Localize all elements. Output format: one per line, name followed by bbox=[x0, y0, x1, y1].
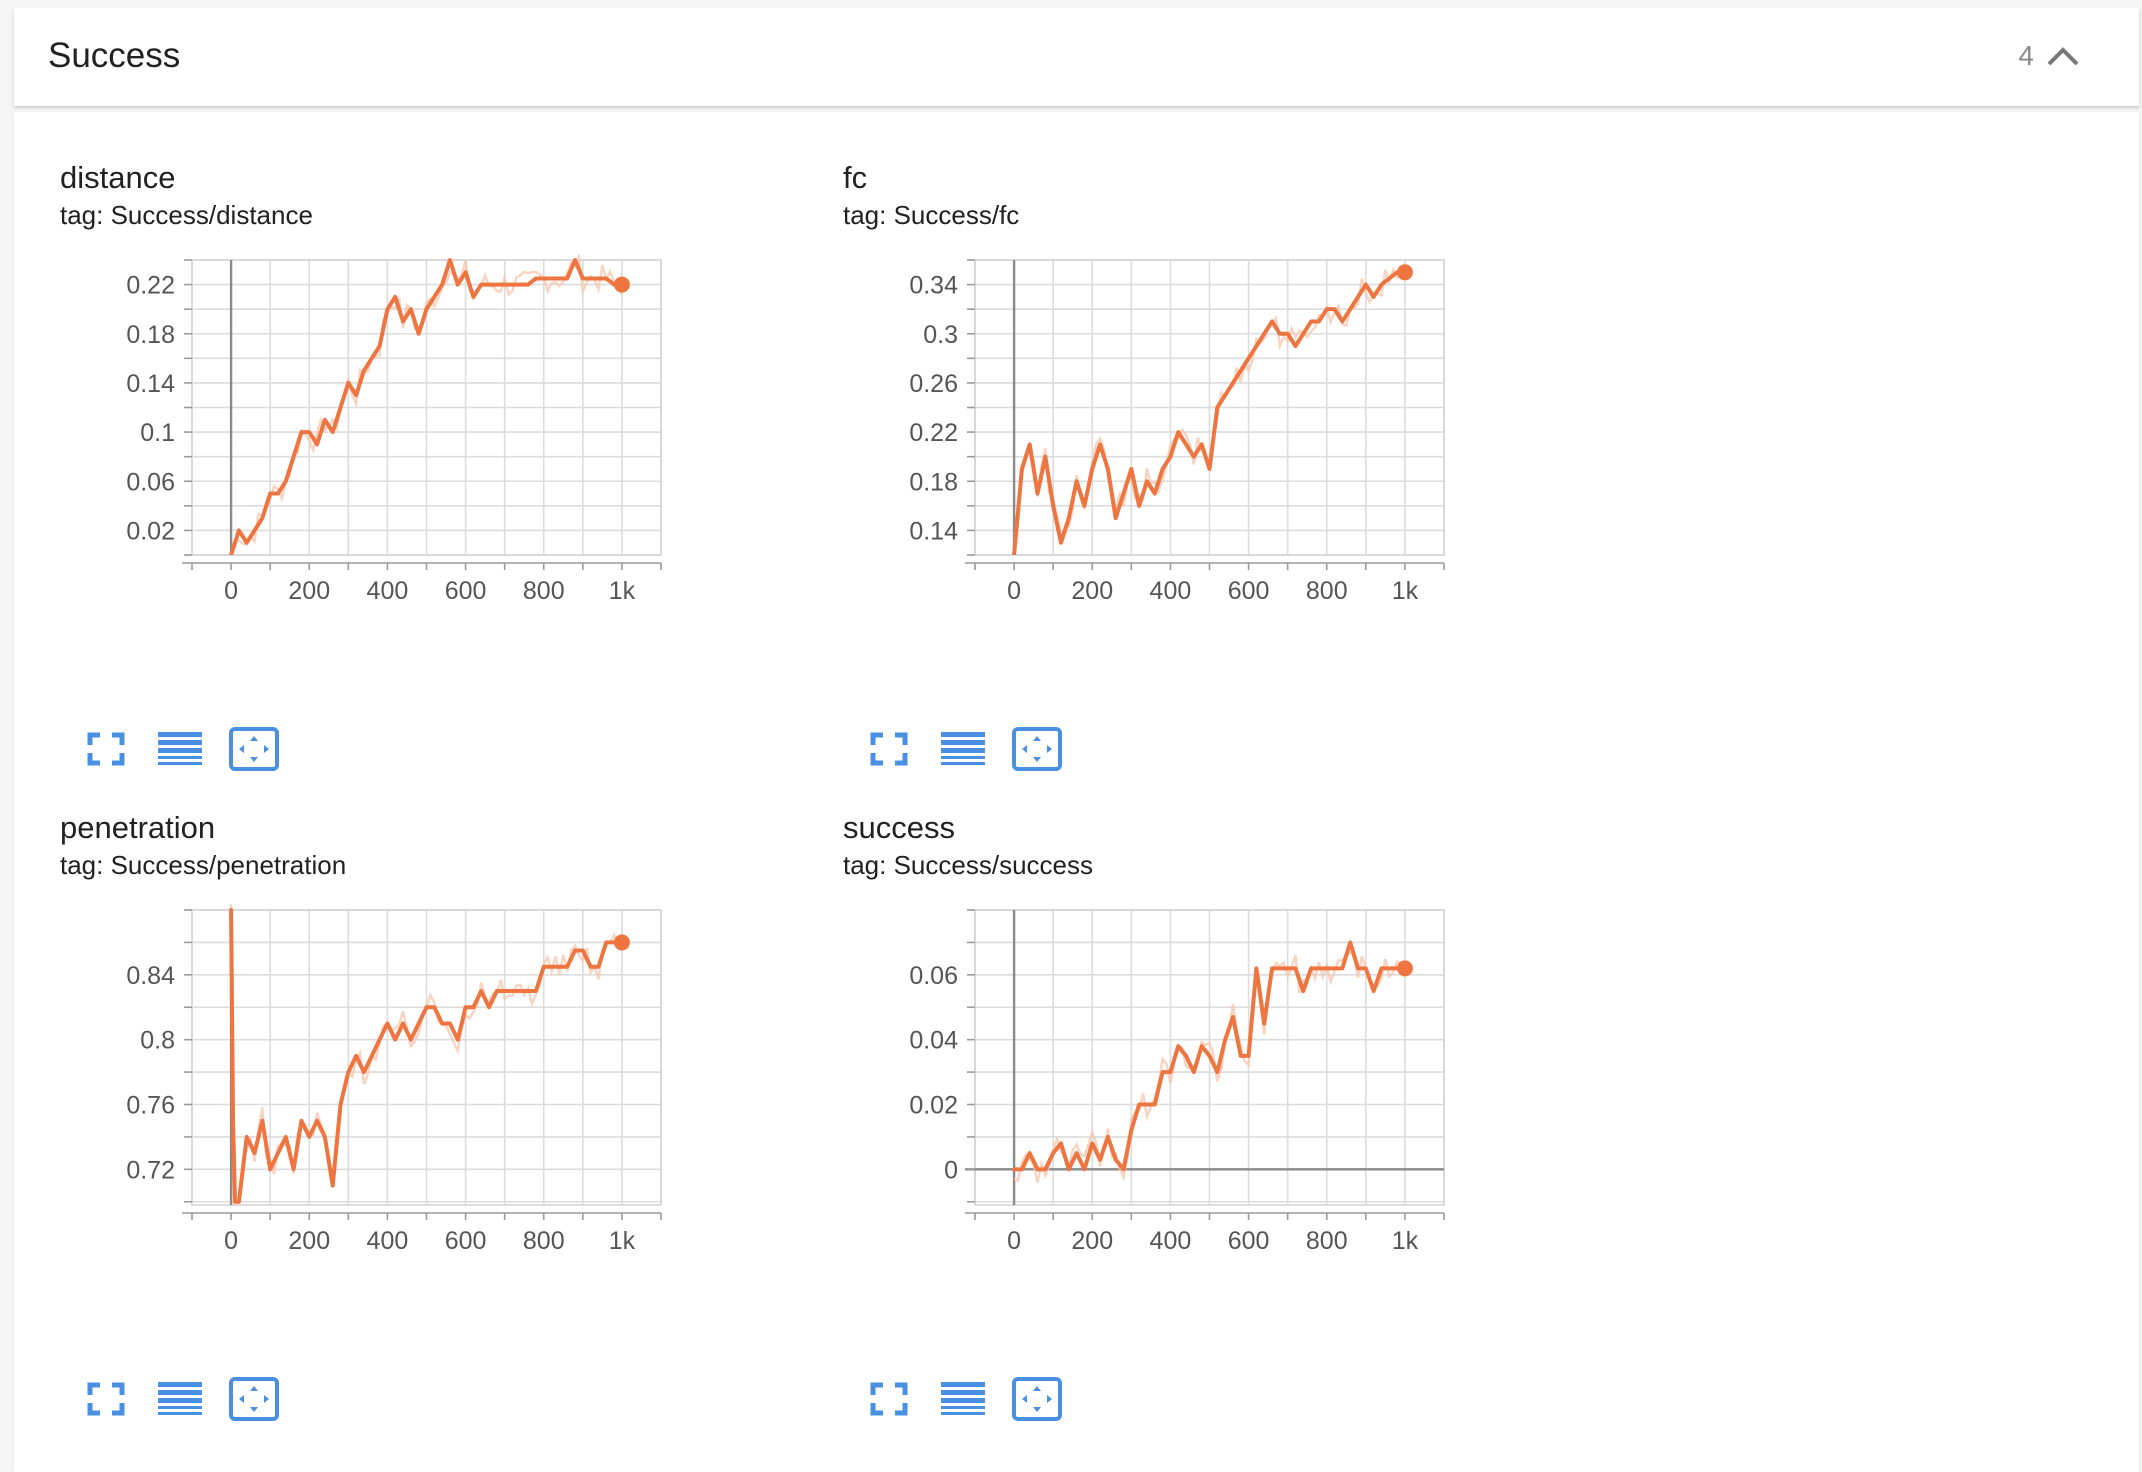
pane-title: Success bbox=[48, 36, 181, 75]
x-tick-label: 600 bbox=[1228, 1227, 1270, 1255]
x-tick-label: 800 bbox=[523, 577, 565, 605]
y-tick-label: 0.06 bbox=[909, 962, 958, 990]
data-selection-icon[interactable] bbox=[154, 726, 206, 772]
y-tick-label: 0.04 bbox=[909, 1027, 958, 1055]
fit-domain-icon[interactable] bbox=[228, 726, 280, 772]
x-tick-label: 200 bbox=[1071, 577, 1113, 605]
y-tick-label: 0.76 bbox=[126, 1092, 175, 1120]
series-end-point bbox=[1396, 264, 1413, 281]
y-tick-label: 0.06 bbox=[126, 468, 175, 496]
y-tick-label: 0.1 bbox=[140, 419, 175, 447]
x-tick-label: 0 bbox=[1007, 577, 1021, 605]
x-tick-label: 800 bbox=[1306, 577, 1348, 605]
x-tick-label: 400 bbox=[1150, 1227, 1192, 1255]
chart-title: fc bbox=[843, 160, 868, 195]
x-tick-label: 200 bbox=[288, 1227, 330, 1255]
data-selection-icon[interactable] bbox=[937, 726, 989, 772]
x-tick-label: 1k bbox=[1392, 1227, 1419, 1255]
chart-tag: tag: Success/success bbox=[843, 850, 1093, 880]
chart-tag: tag: Success/fc bbox=[843, 200, 1020, 230]
series-end-point bbox=[613, 934, 630, 951]
x-tick-label: 600 bbox=[445, 577, 487, 605]
x-tick-label: 1k bbox=[1392, 577, 1419, 605]
y-tick-label: 0.22 bbox=[909, 419, 958, 447]
fit-domain-icon[interactable] bbox=[1011, 1376, 1063, 1422]
series-line bbox=[1012, 940, 1407, 1172]
data-selection-icon[interactable] bbox=[937, 1376, 989, 1422]
fullscreen-icon[interactable] bbox=[80, 726, 132, 772]
y-tick-label: 0.14 bbox=[126, 370, 175, 398]
x-tick-label: 800 bbox=[1306, 1227, 1348, 1255]
chart-toolbar bbox=[863, 1376, 1083, 1422]
chart-tag: tag: Success/distance bbox=[60, 200, 313, 230]
data-selection-icon[interactable] bbox=[154, 1376, 206, 1422]
y-tick-label: 0.18 bbox=[909, 468, 958, 496]
x-tick-label: 200 bbox=[288, 577, 330, 605]
fullscreen-icon[interactable] bbox=[863, 1376, 915, 1422]
x-tick-label: 0 bbox=[224, 1227, 238, 1255]
chart-card-success: success tag: Success/success 0 200 400 600 8… bbox=[843, 810, 1603, 1450]
y-tick-label: 0.72 bbox=[126, 1156, 175, 1184]
chart-title: penetration bbox=[60, 810, 216, 845]
raw-series-line bbox=[1013, 951, 1406, 1183]
chart-toolbar bbox=[863, 726, 1083, 772]
chart-card-distance: distance tag: Success/distance 0 200 400 60… bbox=[60, 160, 820, 800]
series-line bbox=[1012, 270, 1407, 555]
chart-title: success bbox=[843, 810, 955, 845]
y-tick-label: 0.02 bbox=[126, 517, 175, 545]
x-tick-label: 600 bbox=[1228, 577, 1270, 605]
series-end-point bbox=[613, 276, 630, 293]
series-end-point bbox=[1396, 960, 1413, 977]
y-tick-label: 0.84 bbox=[126, 962, 175, 990]
plot-frame bbox=[191, 909, 662, 1206]
series-line bbox=[229, 908, 624, 1204]
fullscreen-icon[interactable] bbox=[863, 726, 915, 772]
y-tick-label: 0.02 bbox=[909, 1092, 958, 1120]
x-tick-label: 0 bbox=[1007, 1227, 1021, 1255]
line-chart[interactable]: 0 200 400 600 800 1k 0.14 0.18 0.22 0.26 0.3 0.34 bbox=[843, 248, 1623, 708]
pane-header[interactable]: Success 4 bbox=[14, 8, 2139, 106]
y-tick-label: 0 bbox=[944, 1156, 958, 1184]
line-chart[interactable]: 0 200 400 600 800 1k 0.72 0.76 0.8 0.84 bbox=[60, 898, 840, 1358]
x-tick-label: 400 bbox=[367, 577, 409, 605]
line-chart[interactable]: 0 200 400 600 800 1k 0 0.02 0.04 0.06 bbox=[843, 898, 1623, 1358]
chart-count-badge: 4 bbox=[2018, 40, 2034, 71]
y-tick-label: 0.8 bbox=[140, 1027, 175, 1055]
fullscreen-icon[interactable] bbox=[80, 1376, 132, 1422]
line-chart[interactable]: 0 200 400 600 800 1k 0.02 0.06 0.1 0.14 0.18 0.22 bbox=[60, 248, 840, 708]
chart-toolbar bbox=[80, 726, 300, 772]
series-line bbox=[229, 258, 624, 555]
fit-domain-icon[interactable] bbox=[1011, 726, 1063, 772]
plot-frame bbox=[974, 909, 1445, 1206]
x-tick-label: 600 bbox=[445, 1227, 487, 1255]
chart-grid: distance tag: Success/distance 0 200 400 60… bbox=[14, 112, 2139, 1472]
y-tick-label: 0.14 bbox=[909, 517, 958, 545]
x-tick-label: 400 bbox=[367, 1227, 409, 1255]
chart-card-fc: fc tag: Success/fc 0 200 400 600 800 1k 0.14 0.… bbox=[843, 160, 1603, 800]
y-tick-label: 0.26 bbox=[909, 370, 958, 398]
x-tick-label: 1k bbox=[609, 1227, 636, 1255]
chart-title: distance bbox=[60, 160, 176, 195]
y-tick-label: 0.22 bbox=[126, 272, 175, 300]
x-tick-label: 400 bbox=[1150, 577, 1192, 605]
y-tick-label: 0.34 bbox=[909, 272, 958, 300]
x-tick-label: 0 bbox=[224, 577, 238, 605]
chart-toolbar bbox=[80, 1376, 300, 1422]
y-tick-label: 0.3 bbox=[923, 321, 958, 349]
x-tick-label: 1k bbox=[609, 577, 636, 605]
chevron-up-icon[interactable] bbox=[2045, 44, 2081, 68]
chart-card-penetration: penetration tag: Success/penetration 0 20… bbox=[60, 810, 820, 1450]
y-tick-label: 0.18 bbox=[126, 321, 175, 349]
chart-tag: tag: Success/penetration bbox=[60, 850, 347, 880]
x-tick-label: 200 bbox=[1071, 1227, 1113, 1255]
fit-domain-icon[interactable] bbox=[228, 1376, 280, 1422]
x-tick-label: 800 bbox=[523, 1227, 565, 1255]
